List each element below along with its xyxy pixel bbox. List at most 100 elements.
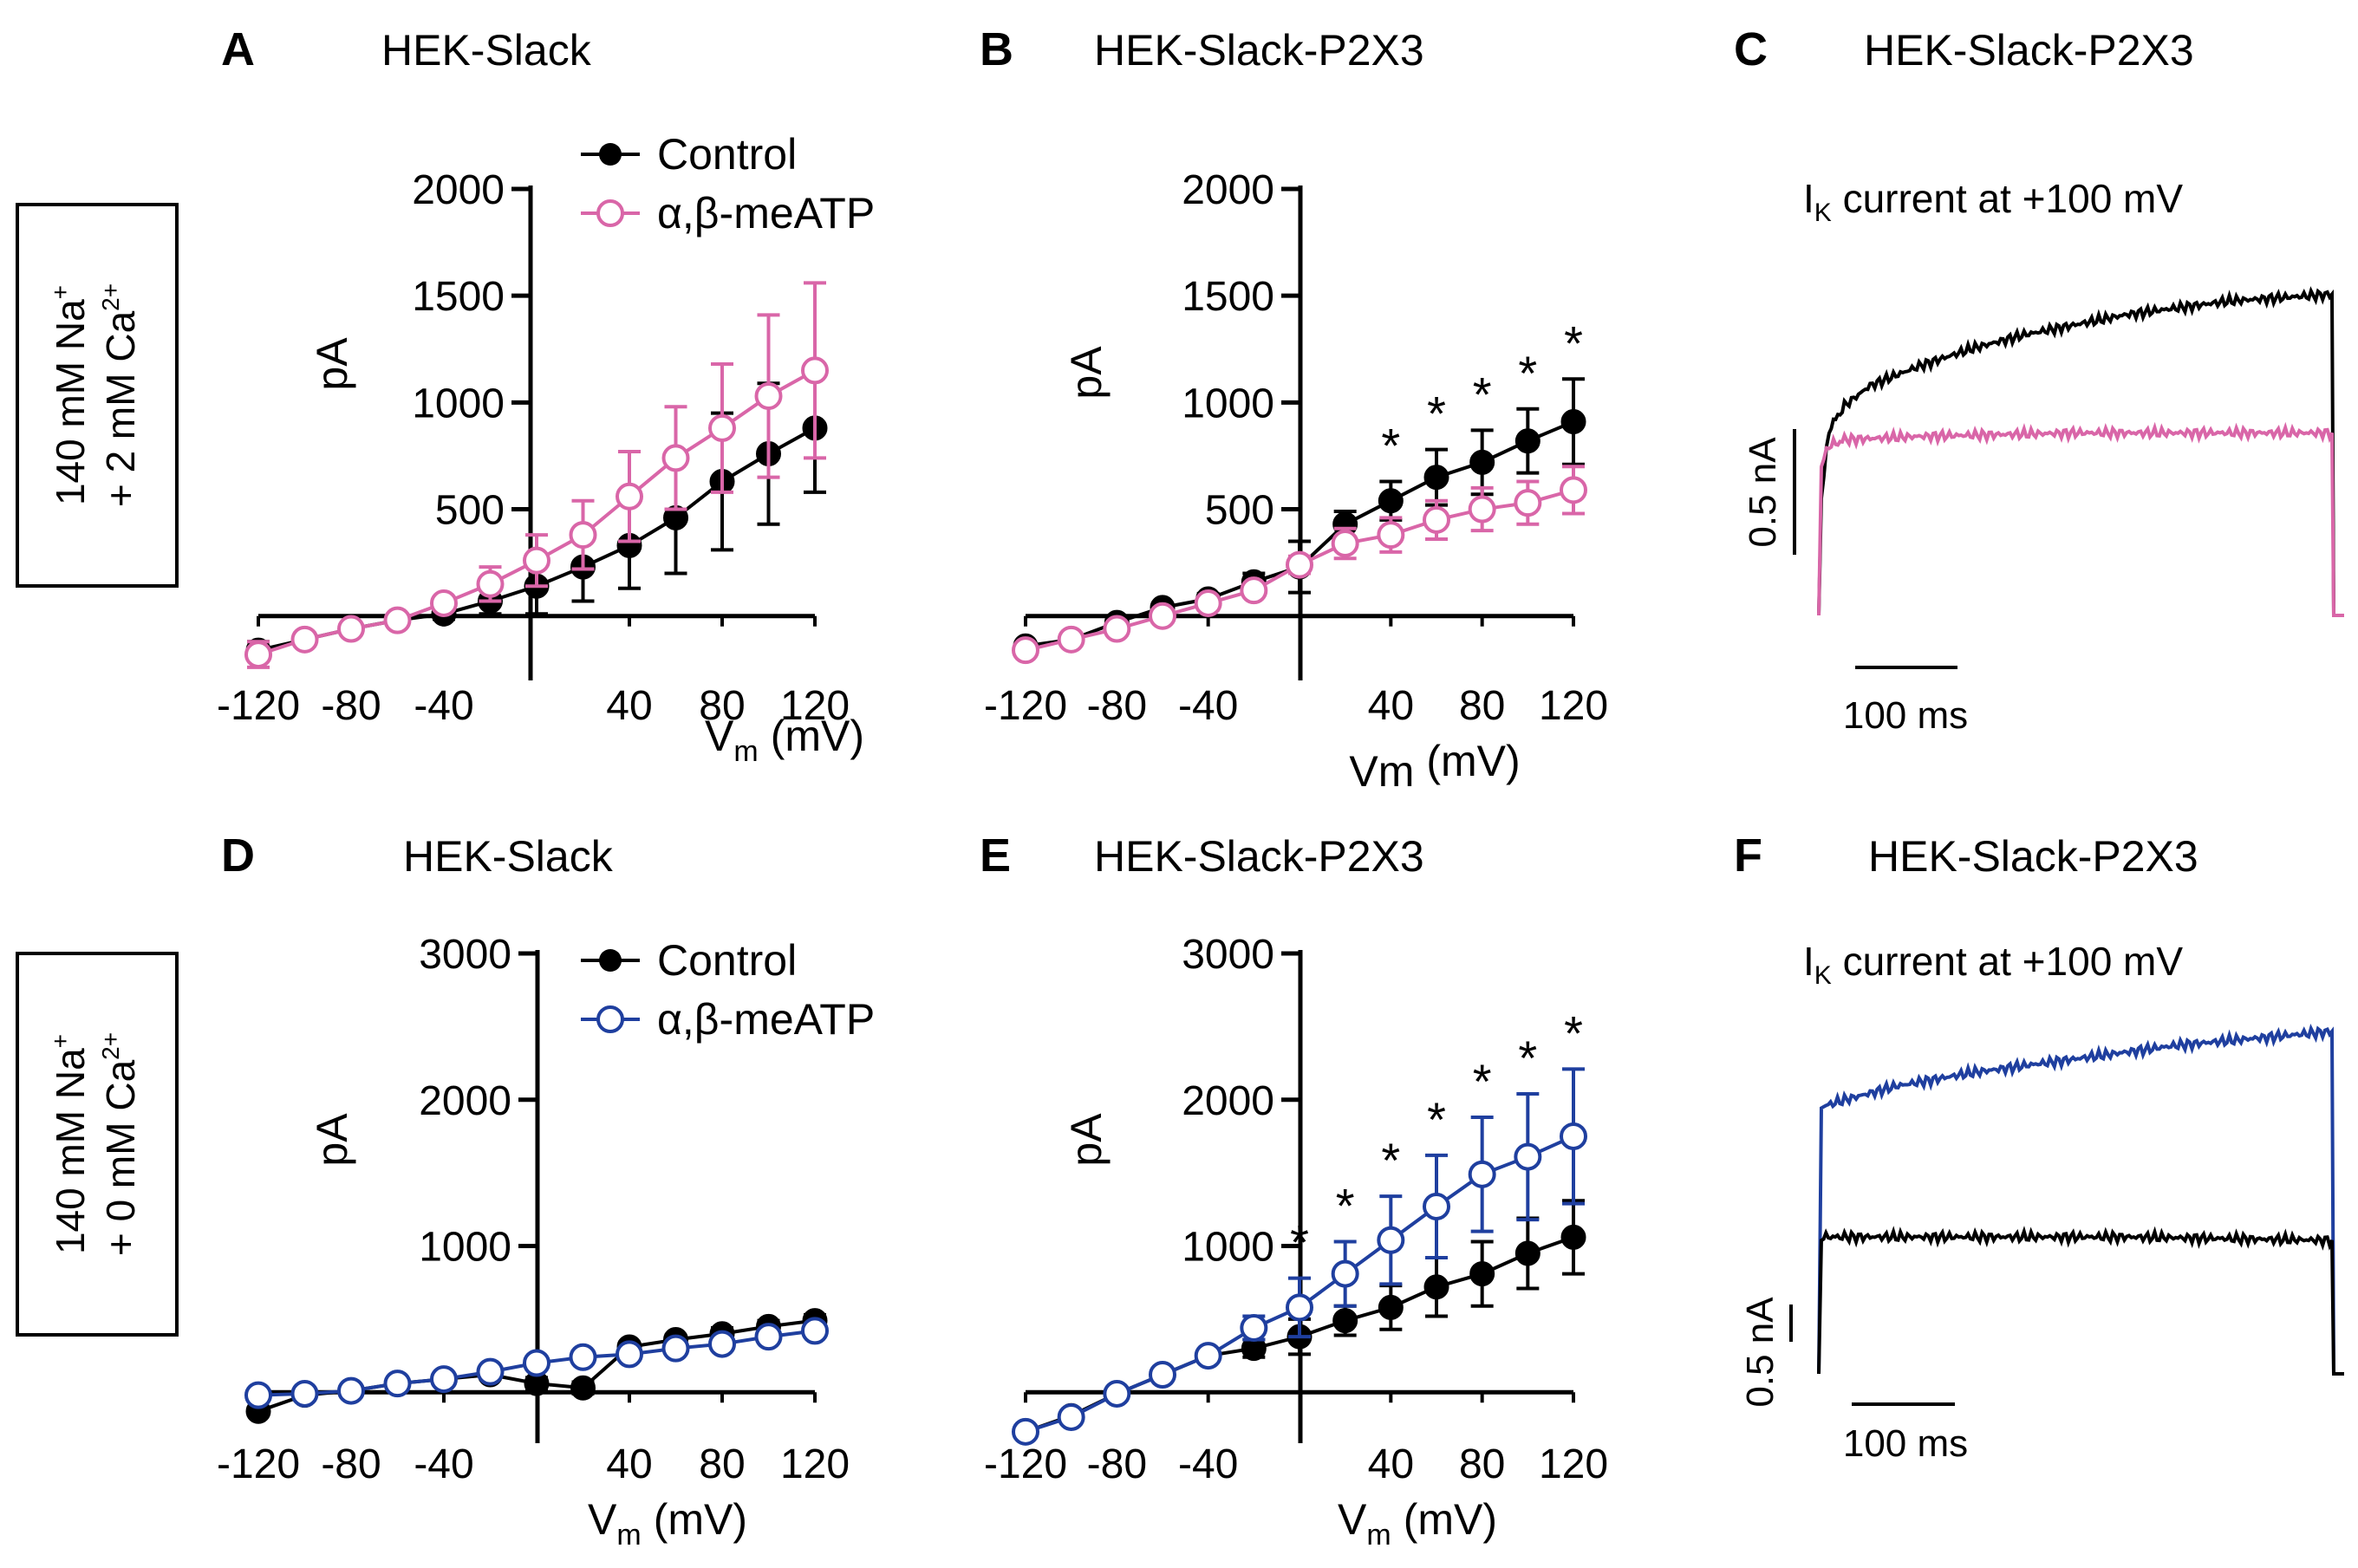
panel-d-xlabel-main: V — [588, 1495, 617, 1544]
panel-e-xtick-label: 120 — [1539, 1441, 1608, 1487]
panel-b-ylabel: pA — [1062, 346, 1111, 400]
panel-e-point-meatp — [1149, 1361, 1176, 1389]
panel-c-letter: C — [1734, 23, 1768, 75]
panel-d-legend-marker-0 — [599, 949, 622, 972]
panel-a-xtick-label: 80 — [699, 683, 745, 729]
panel-a-point-meatp — [523, 546, 550, 575]
panel-e-point-control — [1469, 1261, 1495, 1287]
panel-e-point-meatp — [1423, 1192, 1450, 1220]
panel-b-xtick-label: -120 — [984, 683, 1067, 729]
panel-a-point-meatp — [754, 381, 783, 410]
panel-e-point-meatp — [1560, 1122, 1587, 1150]
panel-e-sig-asterisk-3: * — [1427, 1092, 1446, 1147]
panel-b-ytick-label: 1500 — [1182, 274, 1274, 320]
panel-b-point-meatp — [1560, 476, 1587, 504]
panel-e-point-control — [1378, 1294, 1404, 1320]
panel-d: D HEK-Slack Vm (mV) pA 1000 2000 3000 -120 -8… — [217, 830, 875, 1552]
panel-a-xlabel-unit: (mV) — [771, 712, 864, 760]
panel-f-subtitle-rest: current at +100 mV — [1832, 939, 2184, 984]
panel-e-point-meatp — [1012, 1417, 1039, 1446]
panel-a-xtick-label: -80 — [321, 683, 381, 729]
panel-d-legend-marker-1 — [596, 1005, 624, 1033]
panel-b-letter: B — [980, 23, 1013, 75]
panel-e-point-meatp — [1194, 1342, 1222, 1370]
panel-b-point-meatp — [1149, 602, 1176, 630]
panel-a-xlabel: Vm (mV) — [705, 712, 864, 768]
panel-b-point-meatp — [1194, 589, 1222, 617]
panel-a-ytick-label: 2000 — [412, 167, 505, 213]
row-label-2: 140 mM Na+ + 0 mM Ca2+ — [16, 952, 179, 1337]
panel-e-point-control — [1560, 1224, 1586, 1250]
row-label-1-line1-sup: + — [47, 285, 74, 299]
panel-a-title: HEK-Slack — [381, 26, 592, 75]
panel-e-ytick-label: 3000 — [1182, 932, 1274, 978]
panel-d-xtick-label: 40 — [606, 1441, 652, 1487]
svg-text:+ 0 mM Ca2+: + 0 mM Ca2+ — [97, 1032, 143, 1256]
panel-a-point-meatp — [569, 521, 597, 550]
panel-e-xlabel-main: V — [1338, 1495, 1367, 1544]
panel-c-scale-x: 100 ms — [1843, 694, 1968, 737]
panel-d-point-meatp — [337, 1376, 365, 1405]
panel-e-sig-asterisk-0: * — [1290, 1215, 1309, 1270]
panel-a-letter: A — [221, 23, 255, 75]
panel-d-xtick-label: -40 — [414, 1441, 473, 1487]
panel-e-point-meatp — [1468, 1160, 1496, 1188]
panel-a-point-meatp — [661, 444, 690, 472]
panel-b-point-meatp — [1423, 505, 1450, 534]
panel-b-sig-asterisk-3: * — [1518, 346, 1537, 400]
panel-a-legend-label-0: Control — [657, 130, 797, 179]
row-label-2-line2: + 0 mM Ca — [98, 1059, 143, 1256]
panel-e-point-meatp — [1057, 1402, 1085, 1431]
panel-a: A HEK-Slack Vm (mV) pA 500 1000 1500 2000 -12… — [217, 23, 875, 768]
panel-c-subtitle-main: I — [1803, 176, 1814, 221]
panel-b-xlabel-main: Vm — [1349, 747, 1414, 796]
panel-d-title: HEK-Slack — [403, 832, 614, 881]
panel-b-xtick-label: 80 — [1459, 683, 1505, 729]
panel-a-xtick-label: 40 — [606, 683, 652, 729]
panel-c-trace-1 — [1817, 421, 2344, 617]
panel-b-xtick-label: 120 — [1539, 683, 1608, 729]
panel-d-point-meatp — [801, 1317, 829, 1345]
panel-e-point-meatp — [1514, 1142, 1542, 1171]
panel-d-ytick-label: 1000 — [419, 1225, 511, 1271]
panel-a-point-meatp — [244, 641, 272, 669]
panel-e-xlabel-unit: (mV) — [1404, 1495, 1497, 1544]
panel-c-trace-0 — [1817, 286, 2344, 617]
panel-a-legend-marker-1 — [596, 199, 624, 227]
panel-b-ytick-label: 500 — [1205, 488, 1274, 534]
row-label-1-line1: 140 mM Na — [48, 299, 93, 505]
panel-d-point-meatp — [476, 1357, 505, 1386]
panel-e-xtick-label: -120 — [984, 1441, 1067, 1487]
panel-d-xtick-label: 80 — [699, 1441, 745, 1487]
panel-b-xlabel: Vm (mV) — [1349, 737, 1520, 796]
row-label-2-line1-sup: + — [47, 1034, 74, 1048]
panel-c-subtitle-sub: K — [1814, 198, 1832, 227]
panel-b-point-control — [1469, 449, 1495, 475]
panel-e-xtick-label: 80 — [1459, 1441, 1505, 1487]
panel-a-xtick-label: -120 — [217, 683, 300, 729]
svg-text:140 mM Na+: 140 mM Na+ — [47, 285, 93, 505]
panel-e-xlabel: Vm (mV) — [1338, 1495, 1497, 1552]
panel-b-point-meatp — [1057, 625, 1085, 654]
panel-a-xlabel-sub: m — [733, 735, 758, 768]
panel-b-point-meatp — [1286, 550, 1313, 579]
svg-text:140 mM Na+: 140 mM Na+ — [47, 1034, 93, 1254]
svg-text:+ 2 mM Ca2+: + 2 mM Ca2+ — [97, 283, 143, 507]
panel-b-xlabel-unit: (mV) — [1426, 737, 1520, 785]
panel-b-title: HEK-Slack-P2X3 — [1094, 26, 1424, 75]
panel-f: F HEK-Slack-P2X3 IK current at +100 mV 0… — [1734, 830, 2344, 1465]
panel-e-sig-asterisk-4: * — [1473, 1054, 1492, 1109]
row-label-2-line2-sup: 2+ — [97, 1032, 124, 1060]
panel-d-point-meatp — [523, 1349, 550, 1377]
panel-e-sig-asterisk-1: * — [1336, 1178, 1355, 1233]
panel-a-point-meatp — [290, 625, 319, 654]
panel-a-point-meatp — [430, 589, 458, 617]
panel-b-point-control — [1514, 428, 1541, 454]
panel-e-xtick-label: -40 — [1178, 1441, 1238, 1487]
panel-d-point-meatp — [290, 1379, 319, 1408]
panel-a-point-meatp — [801, 356, 829, 385]
panel-e-ytick-label: 2000 — [1182, 1078, 1274, 1124]
panel-d-letter: D — [221, 830, 255, 882]
panel-e-point-meatp — [1377, 1226, 1405, 1254]
